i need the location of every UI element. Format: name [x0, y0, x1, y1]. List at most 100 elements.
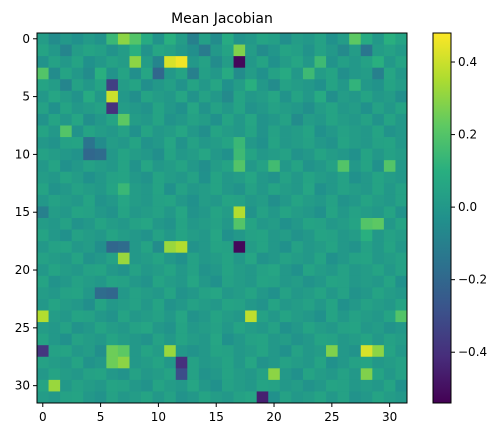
heatmap-cell: [71, 148, 84, 161]
heatmap-cell: [175, 56, 188, 69]
heatmap-cell: [291, 322, 304, 335]
heatmap-cell: [360, 148, 373, 161]
heatmap-cell: [233, 33, 246, 45]
heatmap-cell: [175, 102, 188, 115]
x-tick-label: 15: [209, 410, 224, 424]
heatmap-cell: [141, 56, 154, 69]
heatmap-cell: [222, 137, 234, 150]
heatmap-cell: [37, 356, 49, 369]
x-tick-label: 0: [39, 410, 47, 424]
heatmap-cell: [71, 79, 84, 92]
heatmap-cell: [268, 102, 281, 115]
heatmap-cell: [187, 252, 200, 265]
heatmap-cell: [210, 218, 223, 230]
heatmap-cell: [337, 206, 350, 219]
heatmap-cell: [395, 44, 408, 57]
heatmap-cell: [360, 183, 373, 196]
heatmap-cell: [268, 333, 281, 346]
heatmap-cell: [48, 333, 61, 346]
heatmap-cell: [349, 356, 362, 369]
x-tick-label: 20: [266, 410, 281, 424]
heatmap-cell: [106, 322, 119, 335]
heatmap-cell: [395, 67, 408, 80]
heatmap-cell: [268, 33, 281, 45]
heatmap-cell: [222, 379, 234, 392]
heatmap-cell: [210, 241, 223, 254]
heatmap-cell: [129, 33, 142, 45]
heatmap-cell: [337, 391, 350, 404]
heatmap-cell: [233, 67, 246, 80]
heatmap-cell: [349, 33, 362, 45]
heatmap-cell: [326, 148, 339, 161]
heatmap-cell: [141, 44, 154, 57]
heatmap-cell: [360, 160, 373, 173]
heatmap-cell: [279, 137, 292, 150]
heatmap-cell: [314, 333, 327, 346]
heatmap-cell: [141, 356, 154, 369]
heatmap-cell: [395, 379, 408, 392]
heatmap-cell: [175, 287, 188, 300]
heatmap-cell: [187, 206, 200, 219]
heatmap-cell: [141, 287, 154, 300]
heatmap-cell: [302, 298, 315, 311]
heatmap-cell: [210, 229, 223, 242]
heatmap-cell: [337, 194, 350, 207]
heatmap-cell: [117, 252, 130, 265]
heatmap-cell: [48, 252, 61, 265]
heatmap-cell: [83, 44, 96, 57]
heatmap-cell: [337, 379, 350, 392]
heatmap-cell: [37, 160, 49, 173]
heatmap-cell: [48, 241, 61, 254]
heatmap-cell: [60, 229, 73, 242]
heatmap-cell: [141, 391, 154, 404]
heatmap-cell: [360, 206, 373, 219]
heatmap-cell: [291, 113, 304, 126]
heatmap-cell: [279, 79, 292, 92]
heatmap-cell: [291, 102, 304, 115]
heatmap-cell: [302, 379, 315, 392]
heatmap-cell: [129, 391, 142, 404]
heatmap-cell: [279, 102, 292, 115]
heatmap-cell: [164, 310, 177, 323]
heatmap-cell: [256, 137, 269, 150]
heatmap-cell: [210, 264, 223, 277]
heatmap-cell: [279, 333, 292, 346]
heatmap-cell: [164, 33, 177, 45]
heatmap-cell: [152, 56, 165, 69]
heatmap-cell: [83, 171, 96, 184]
heatmap-cell: [383, 137, 396, 150]
heatmap-cell: [349, 298, 362, 311]
heatmap-cell: [233, 368, 246, 381]
heatmap-cell: [164, 333, 177, 346]
heatmap-cell: [256, 229, 269, 242]
heatmap-cell: [94, 368, 107, 381]
heatmap-cell: [302, 102, 315, 115]
heatmap-cell: [198, 90, 211, 103]
heatmap-cell: [60, 310, 73, 323]
heatmap-cell: [245, 391, 258, 404]
heatmap-cell: [117, 391, 130, 404]
heatmap-cell: [326, 33, 339, 45]
heatmap-cell: [141, 322, 154, 335]
heatmap-cell: [129, 322, 142, 335]
heatmap-cell: [291, 218, 304, 230]
heatmap-cell: [360, 391, 373, 404]
heatmap-cell: [302, 171, 315, 184]
heatmap-cell: [187, 102, 200, 115]
heatmap-cell: [268, 171, 281, 184]
heatmap-cell: [291, 391, 304, 404]
heatmap-cell: [210, 113, 223, 126]
heatmap-cell: [337, 160, 350, 173]
heatmap-cell: [83, 113, 96, 126]
heatmap-cell: [198, 218, 211, 230]
heatmap-cell: [314, 264, 327, 277]
heatmap-cell: [314, 160, 327, 173]
heatmap-cell: [60, 264, 73, 277]
heatmap-cell: [117, 137, 130, 150]
heatmap-cell: [326, 298, 339, 311]
heatmap-cell: [302, 229, 315, 242]
heatmap-cell: [268, 206, 281, 219]
heatmap-cell: [233, 102, 246, 115]
heatmap-cell: [233, 183, 246, 196]
heatmap-cell: [210, 379, 223, 392]
